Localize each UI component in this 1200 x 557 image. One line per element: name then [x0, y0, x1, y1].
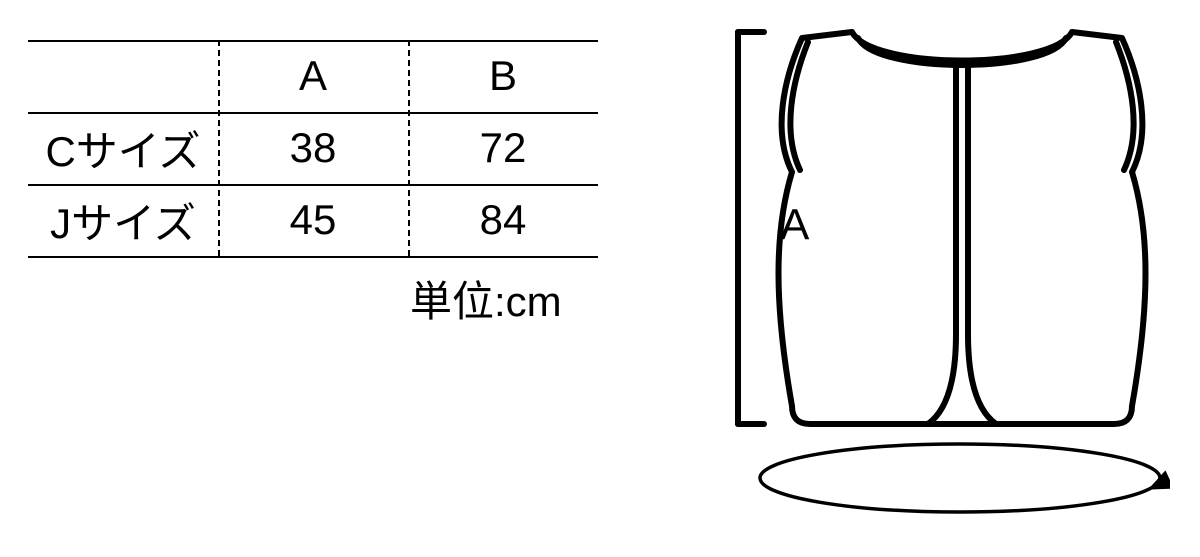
table-cell: 72: [408, 112, 598, 184]
table-cell: 45: [218, 184, 408, 256]
table-cell: 84: [408, 184, 598, 256]
table-cell: Jサイズ: [28, 184, 218, 256]
unit-label: 単位:cm: [410, 268, 562, 329]
table-header-cell: A: [218, 40, 408, 112]
table-cell: Cサイズ: [28, 112, 218, 184]
table-header-cell: B: [408, 40, 598, 112]
dimension-label-a: A: [780, 201, 810, 250]
vest-diagram: AB: [720, 18, 1170, 538]
table-cell: 38: [218, 112, 408, 184]
